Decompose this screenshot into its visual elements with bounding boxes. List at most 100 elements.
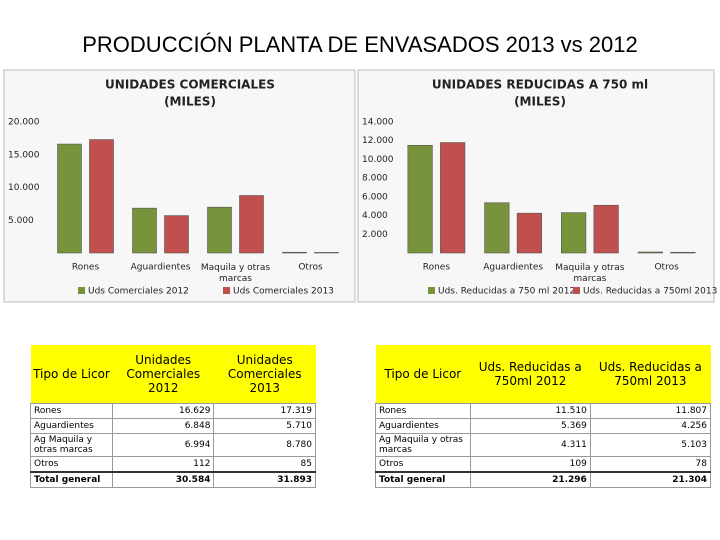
chart-title: (MILES) — [164, 95, 216, 109]
table-cell: 5.710 — [213, 418, 316, 434]
table-cell: 31.893 — [213, 471, 316, 488]
table-cell: Otros — [30, 456, 113, 473]
legend-swatch — [223, 287, 230, 294]
table-row: Total general 30.584 31.893 — [30, 471, 316, 488]
header-cell: Unidades Comerciales 2013 — [213, 345, 316, 404]
table-cell: Otros — [375, 456, 471, 473]
y-tick-label: 5.000 — [8, 216, 34, 226]
bar — [440, 142, 466, 254]
header-cell: Uds. Reducidas a 750ml 2012 — [470, 345, 591, 404]
table-row: Aguardientes 5.369 4.256 — [375, 418, 712, 434]
table-row: Total general 21.296 21.304 — [375, 471, 712, 488]
y-tick-label: 8.000 — [362, 174, 388, 184]
x-tick-label: Otros — [298, 263, 323, 273]
x-tick-label: Rones — [72, 263, 100, 273]
legend-label: Uds. Reducidas a 750ml 2013 — [583, 287, 717, 297]
legend-swatch — [78, 287, 85, 294]
table-cell: 4.311 — [469, 433, 591, 457]
bar — [57, 143, 82, 254]
bar — [132, 207, 157, 254]
header-row: Tipo de Licor Uds. Reducidas a 750ml 2012… — [375, 345, 711, 404]
y-tick-label: 10.000 — [362, 155, 394, 165]
bar — [282, 251, 307, 254]
table-cell: Total general — [30, 471, 113, 488]
table-row: Ag Maquila y otras marcas 4.311 5.103 — [375, 433, 712, 457]
x-tick-label: Maquila y otras marcas — [555, 263, 625, 284]
x-tick-label: Otros — [654, 263, 679, 273]
chart-title: UNIDADES COMERCIALES — [105, 78, 275, 92]
header-cell: Uds. Reducidas a 750ml 2013 — [590, 345, 711, 404]
legend-label: Uds Comerciales 2012 — [88, 287, 189, 297]
y-tick-label: 12.000 — [362, 136, 394, 146]
bar — [670, 251, 696, 254]
y-tick-label: 20.000 — [8, 118, 40, 128]
bar — [207, 206, 232, 254]
bar — [484, 202, 510, 254]
table-cell: Aguardientes — [30, 418, 113, 434]
table-cell: 112 — [111, 456, 215, 473]
legend-swatch — [573, 287, 580, 294]
bar — [593, 204, 619, 254]
y-tick-label: 14.000 — [362, 118, 394, 128]
table-cell: 5.369 — [469, 418, 591, 434]
legend-label: Uds Comerciales 2013 — [233, 287, 334, 297]
table-cell: 11.807 — [589, 403, 712, 419]
table-cell: 21.304 — [589, 471, 712, 488]
table-row: Otros 112 85 — [30, 456, 316, 473]
x-tick-label: Aguardientes — [483, 263, 543, 273]
header-cell: Tipo de Licor — [30, 345, 113, 404]
header-row: Tipo de Licor Unidades Comerciales 2012 Un… — [30, 345, 316, 404]
bar — [561, 212, 587, 254]
table-cell: 78 — [589, 456, 712, 473]
table-cell: 16.629 — [111, 403, 215, 419]
table-cell: 4.256 — [589, 418, 712, 434]
table-row: Otros 109 78 — [375, 456, 712, 473]
y-tick-label: 2.000 — [362, 230, 388, 240]
bar — [637, 251, 663, 254]
table: Tipo de Licor Uds. Reducidas a 750ml 2012… — [375, 345, 712, 488]
table-cell: 21.296 — [469, 471, 591, 488]
bar — [239, 195, 264, 254]
table-row: Ag Maquila y otras marcas 6.994 8.780 — [30, 433, 316, 457]
chart-title: UNIDADES REDUCIDAS A 750 ml — [432, 78, 648, 92]
bar — [516, 212, 542, 254]
bar — [314, 252, 339, 254]
page-title: PRODUCCIÓN PLANTA DE ENVASADOS 2013 vs 2… — [82, 32, 638, 57]
table-cell: 8.780 — [213, 433, 316, 457]
y-tick-label: 6.000 — [362, 192, 388, 202]
table-cell: 11.510 — [469, 403, 591, 419]
table-cell: Rones — [30, 403, 113, 419]
table-cell: Ag Maquila y otras marcas — [375, 433, 471, 457]
table-row: Rones 11.510 11.807 — [375, 403, 712, 419]
table-cell: 85 — [213, 456, 316, 473]
table-cell: Total general — [375, 471, 471, 488]
table-cell: 6.994 — [111, 433, 215, 457]
x-tick-label: Maquila y otras marcas — [201, 263, 271, 284]
table-cell: 5.103 — [589, 433, 712, 457]
chart-title: (MILES) — [514, 95, 566, 109]
x-tick-label: Aguardientes — [131, 263, 191, 273]
header-cell: Tipo de Licor — [375, 345, 471, 404]
table-cell: 17.319 — [213, 403, 316, 419]
legend-swatch — [428, 287, 435, 294]
table-cell: 30.584 — [111, 471, 215, 488]
x-tick-label: Rones — [423, 263, 451, 273]
y-tick-label: 15.000 — [8, 150, 40, 160]
table-cell: 6.848 — [111, 418, 215, 434]
y-tick-label: 10.000 — [8, 183, 40, 193]
table-row: Rones 16.629 17.319 — [30, 403, 316, 419]
legend-label: Uds. Reducidas a 750 ml 2012 — [438, 287, 575, 297]
charts: UNIDADES COMERCIALES (MILES) 5.000 10.000 15… — [3, 69, 717, 303]
y-tick-label: 4.000 — [362, 211, 388, 221]
table-cell: 109 — [469, 456, 591, 473]
bar — [164, 215, 189, 254]
table-cell: Ag Maquila y otras marcas — [30, 433, 113, 457]
table: Tipo de Licor Unidades Comerciales 2012 Un… — [30, 345, 316, 488]
header-cell: Unidades Comerciales 2012 — [112, 345, 214, 404]
bar — [407, 144, 433, 254]
table-cell: Rones — [375, 403, 471, 419]
bar — [89, 139, 114, 254]
table-cell: Aguardientes — [375, 418, 471, 434]
table-row: Aguardientes 6.848 5.710 — [30, 418, 316, 434]
